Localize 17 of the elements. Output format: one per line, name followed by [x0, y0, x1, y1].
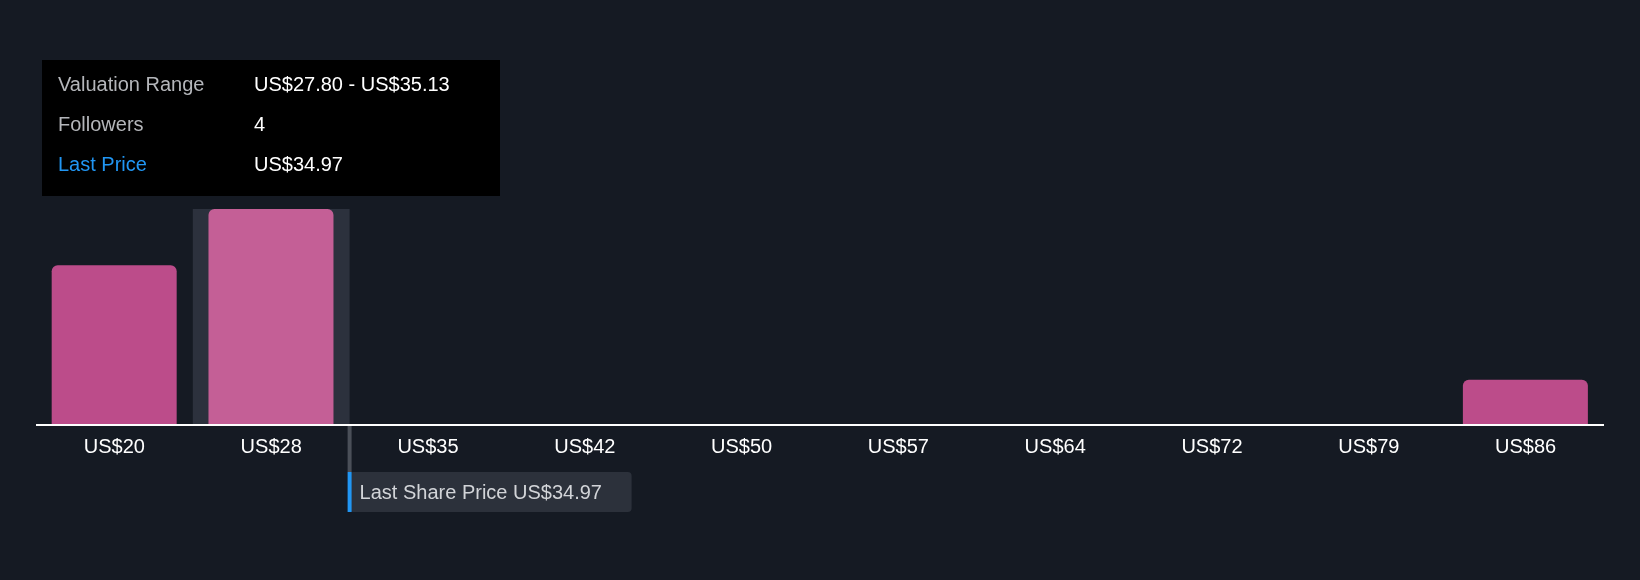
text: Last Price: [58, 152, 148, 176]
x-tick-label: US$72: [1181, 435, 1243, 458]
x-tick-label: US$28: [240, 435, 302, 458]
x-tick-label: US$35: [397, 435, 459, 458]
x-tick-label: US$42: [554, 435, 616, 458]
text: Followers: [58, 112, 145, 136]
x-tick-label: US$57: [867, 435, 929, 458]
x-tick-label: US$50: [711, 435, 773, 458]
text: US$27.80 - US$35.13: [254, 72, 450, 96]
text: Valuation Range: [58, 72, 206, 96]
x-tick-label: US$79: [1338, 435, 1400, 458]
text: 4: [254, 112, 266, 136]
text: US$34.97: [254, 152, 343, 176]
x-tick-label: US$86: [1495, 435, 1557, 458]
x-tick-label: US$20: [83, 435, 145, 458]
x-tick-label: US$64: [1024, 435, 1086, 458]
ref-line-label: Last Share Price US$34.97: [359, 481, 602, 503]
